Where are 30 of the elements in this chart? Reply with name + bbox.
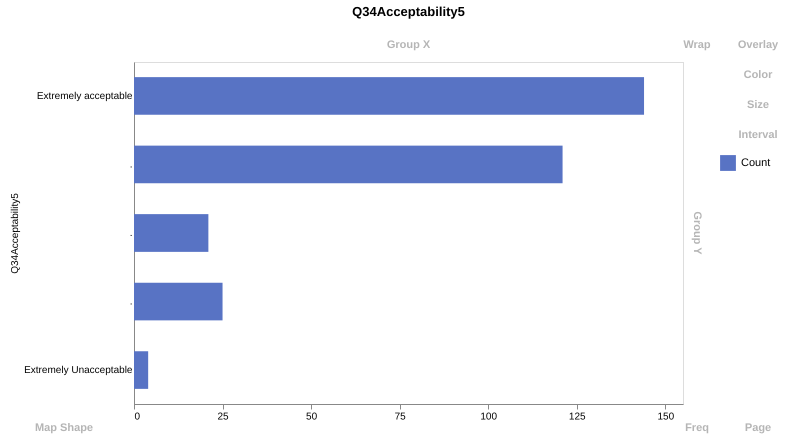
y-tick-label: Extremely Unacceptable bbox=[24, 365, 133, 376]
bar bbox=[134, 282, 223, 320]
legend-label: Count bbox=[741, 157, 770, 169]
text: Size bbox=[746, 99, 770, 111]
text: Page bbox=[744, 422, 772, 434]
text: Group Y bbox=[691, 211, 703, 256]
bar bbox=[134, 146, 563, 184]
text: Freq bbox=[685, 422, 709, 434]
y-tick-label: . bbox=[130, 228, 132, 239]
x-tick-label: 75 bbox=[394, 412, 406, 422]
x-tick-label: 0 bbox=[134, 412, 140, 422]
y-tick-label: . bbox=[130, 296, 132, 308]
text: Wrap bbox=[683, 39, 711, 51]
y-tick-label: . bbox=[130, 159, 132, 170]
x-tick-label: 50 bbox=[306, 412, 318, 422]
bar bbox=[134, 351, 148, 389]
x-tick-label: 100 bbox=[480, 412, 498, 422]
bar bbox=[134, 77, 644, 115]
text: Overlay bbox=[738, 39, 780, 51]
x-tick-label: 25 bbox=[217, 412, 230, 422]
text: Map Shape bbox=[34, 422, 94, 434]
text: Color bbox=[744, 69, 774, 81]
y-tick-label: Extremely acceptable bbox=[36, 90, 133, 102]
text: Group X bbox=[386, 39, 431, 51]
bar bbox=[134, 214, 208, 252]
text: Interval bbox=[738, 129, 778, 141]
x-tick-label: 150 bbox=[657, 412, 675, 422]
chart-title: Q34Acceptability5 bbox=[352, 4, 465, 19]
y-axis-title: Q34Acceptability5 bbox=[10, 192, 22, 274]
x-tick-label: 125 bbox=[568, 412, 586, 422]
